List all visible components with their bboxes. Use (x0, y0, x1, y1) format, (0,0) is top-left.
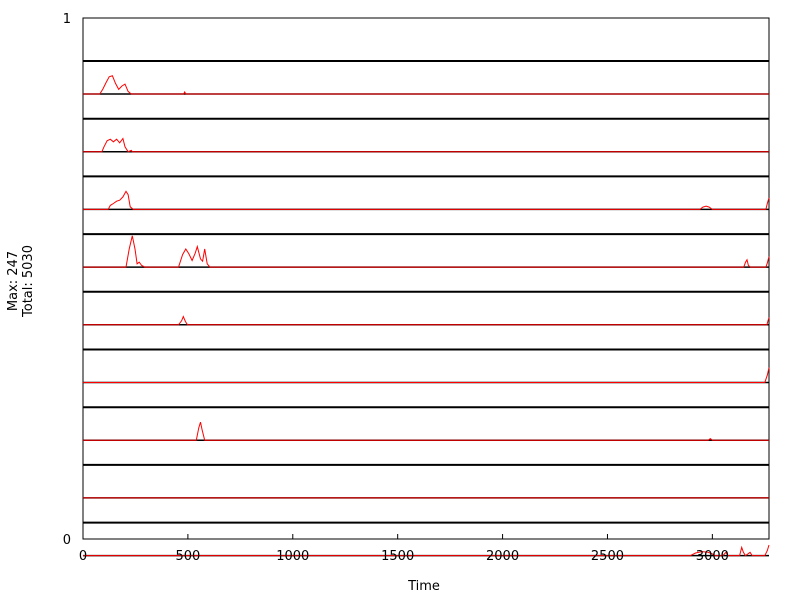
y-ticks: 01 (63, 12, 71, 548)
series-line (83, 544, 770, 557)
x-tick-label: 3000 (696, 549, 729, 564)
traces (83, 75, 770, 557)
x-tick-label: 2500 (591, 549, 624, 564)
x-tick-label: 1000 (276, 549, 309, 564)
x-ticks: 0 500 1000 1500 2000 2500 3000 (79, 534, 729, 564)
y-tick-label: 0 (63, 533, 71, 548)
series-line (83, 315, 770, 326)
x-tick-label: 1500 (381, 549, 414, 564)
series-line (83, 137, 769, 153)
series-line (83, 367, 770, 383)
x-tick-label: 0 (79, 549, 87, 564)
x-tick-label: 2000 (486, 549, 519, 564)
plot-frame (82, 17, 770, 540)
series-line (83, 75, 769, 95)
track-bands (83, 60, 769, 557)
y-axis-label-max: Max: 247 (6, 251, 21, 311)
series-line (83, 235, 770, 268)
series-line (83, 421, 769, 441)
series-line (83, 190, 770, 210)
y-tick-label: 1 (63, 12, 71, 27)
x-tick-label: 500 (175, 549, 200, 564)
y-axis-label-total: Total: 5030 (21, 245, 36, 318)
x-axis-label: Time (407, 579, 440, 594)
